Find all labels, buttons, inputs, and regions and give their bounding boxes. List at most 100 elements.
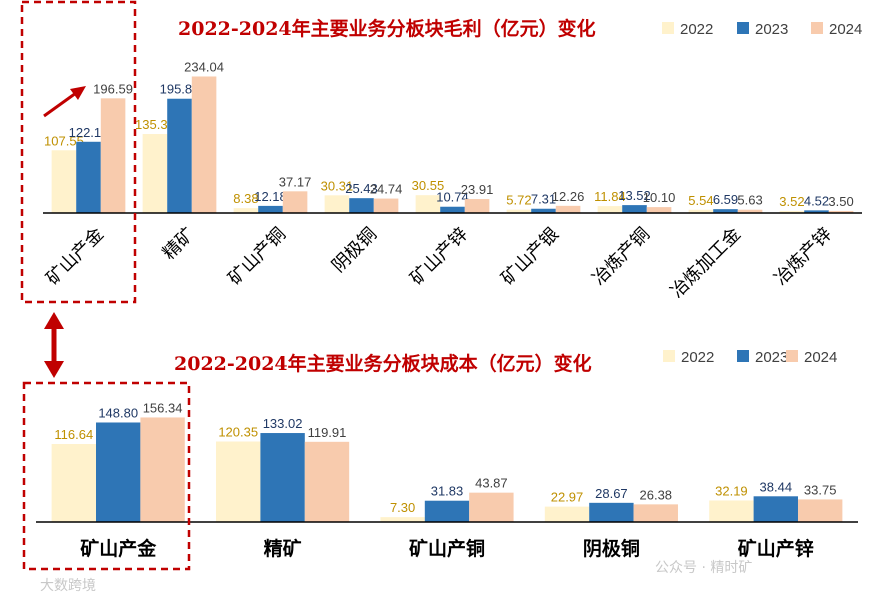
data-label-2023-5: 38.44 [760,479,793,494]
bar-2022-8 [688,209,714,213]
double-arrow-icon [44,312,64,378]
bar-2024-5 [464,199,490,213]
data-label-2022-4: 30.31 [321,178,354,193]
data-label-2024-5: 23.91 [461,182,494,197]
bar-2022-5 [709,500,754,522]
data-label-2023-3: 12.18 [254,189,287,204]
data-label-2022-3: 7.30 [390,500,415,515]
bar-2024-3 [282,191,308,213]
data-label-2022-5: 30.55 [412,178,445,193]
data-label-2024-9: 3.50 [828,194,853,209]
highlight-box-top [20,0,137,304]
bar-2023-2 [167,98,192,213]
data-label-2024-4: 24.74 [370,182,403,197]
bar-2024-2 [191,76,217,213]
bar-2024-1 [100,98,126,213]
bar-2024-5 [797,499,843,522]
bar-2024-4 [373,198,399,213]
bar-2023-1 [76,141,101,213]
bar-2022-3 [380,517,425,522]
category-label-3: 矿山产铜 [224,224,290,290]
bar-2023-4 [349,198,374,213]
top-legend: 2022 2023 2024 [662,21,862,38]
bar-2022-2 [142,134,168,213]
data-label-2024-1: 156.34 [143,400,183,415]
trend-arrow-icon [43,86,86,118]
data-label-2024-7: 10.10 [643,190,676,205]
legend-swatch-2023 [737,350,749,362]
bar-2023-7 [622,205,647,213]
bar-2023-3 [258,205,283,213]
category-label-3: 矿山产铜 [409,537,485,560]
data-label-2024-3: 43.87 [475,476,508,491]
data-label-2022-8: 5.54 [688,193,713,208]
bar-2023-3 [424,500,470,522]
bar-2023-2 [260,433,305,522]
bar-2022-7 [597,206,623,213]
highlight-box-bottom [22,381,191,571]
data-label-2023-3: 31.83 [431,484,464,499]
watermark-left: 大数跨境 [40,578,96,594]
category-label-4: 阴极铜 [328,224,381,277]
legend-label-2024: 2024 [829,21,862,38]
bar-2022-4 [324,195,350,213]
data-label-2024-4: 26.38 [640,487,673,502]
bar-2022-1 [51,150,77,213]
data-label-2022-3: 8.38 [233,191,258,206]
bar-2023-4 [589,502,634,522]
data-label-2023-4: 25.43 [345,181,378,196]
data-label-2024-2: 119.91 [308,425,347,440]
data-label-2022-9: 3.52 [779,194,804,209]
watermark-right: 公众号 · 精时矿 [655,560,752,576]
bar-2022-1 [51,443,97,522]
legend-label-2022: 2022 [680,21,713,38]
legend-swatch-2022 [662,22,674,34]
bar-2022-3 [233,208,259,213]
bar-2023-6 [531,208,556,213]
data-label-2022-6: 5.72 [506,193,531,208]
category-label-5: 矿山产锌 [738,537,814,560]
bar-2024-8 [737,209,763,213]
data-label-2022-1: 107.55 [44,133,84,148]
bar-2024-9 [828,210,854,213]
top-category-labels: 矿山产金 精矿 矿山产铜 阴极铜 矿山产锌 矿山产银 冶炼产铜 冶炼加工金 冶炼产锌 [42,224,836,302]
data-label-2024-1: 196.59 [93,81,133,96]
category-label-4: 阴极铜 [583,537,640,560]
bar-2023-8 [713,209,738,213]
data-label-2022-4: 22.97 [551,490,584,505]
data-label-2023-5: 10.74 [436,190,469,205]
data-label-2024-3: 37.17 [279,174,312,189]
legend-swatch-2024 [786,350,798,362]
bar-2022-6 [506,209,532,213]
bar-2024-3 [469,492,514,522]
data-label-2023-2: 195.89 [160,82,200,97]
data-label-2023-9: 4.52 [804,193,829,208]
bar-2024-4 [633,504,678,522]
data-label-2024-5: 33.75 [804,482,837,497]
data-label-2022-1: 116.64 [54,427,93,442]
legend-swatch-2023 [737,22,749,34]
category-label-1: 矿山产金 [80,537,157,560]
category-label-9: 冶炼产锌 [770,224,836,290]
bar-2022-4 [544,506,590,522]
data-label-2023-8: 6.59 [713,192,738,207]
bar-2024-7 [646,207,672,213]
bar-2022-9 [779,210,805,213]
bottom-category-labels: 矿山产金 精矿 矿山产铜 阴极铜 矿山产锌 [80,537,814,560]
bottom-chart-title: 2022-2024年主要业务分板块成本（亿元）变化 [174,352,592,375]
bar-2024-6 [555,205,581,213]
data-label-2023-1: 148.80 [98,405,138,420]
bar-2024-2 [304,441,350,522]
bar-2022-2 [216,441,261,522]
legend-swatch-2024 [811,22,823,34]
data-label-2022-2: 120.35 [218,425,258,440]
category-label-5: 矿山产锌 [406,224,472,290]
data-label-2022-5: 32.19 [715,483,748,498]
category-label-6: 矿山产银 [497,224,563,290]
bar-2024-1 [140,417,185,522]
bottom-chart-plot: 116.64 148.80 156.34 120.35 133.02 119.91 7.30… [51,400,843,522]
category-label-8: 冶炼加工金 [667,224,745,302]
legend-label-2022: 2022 [681,349,714,366]
